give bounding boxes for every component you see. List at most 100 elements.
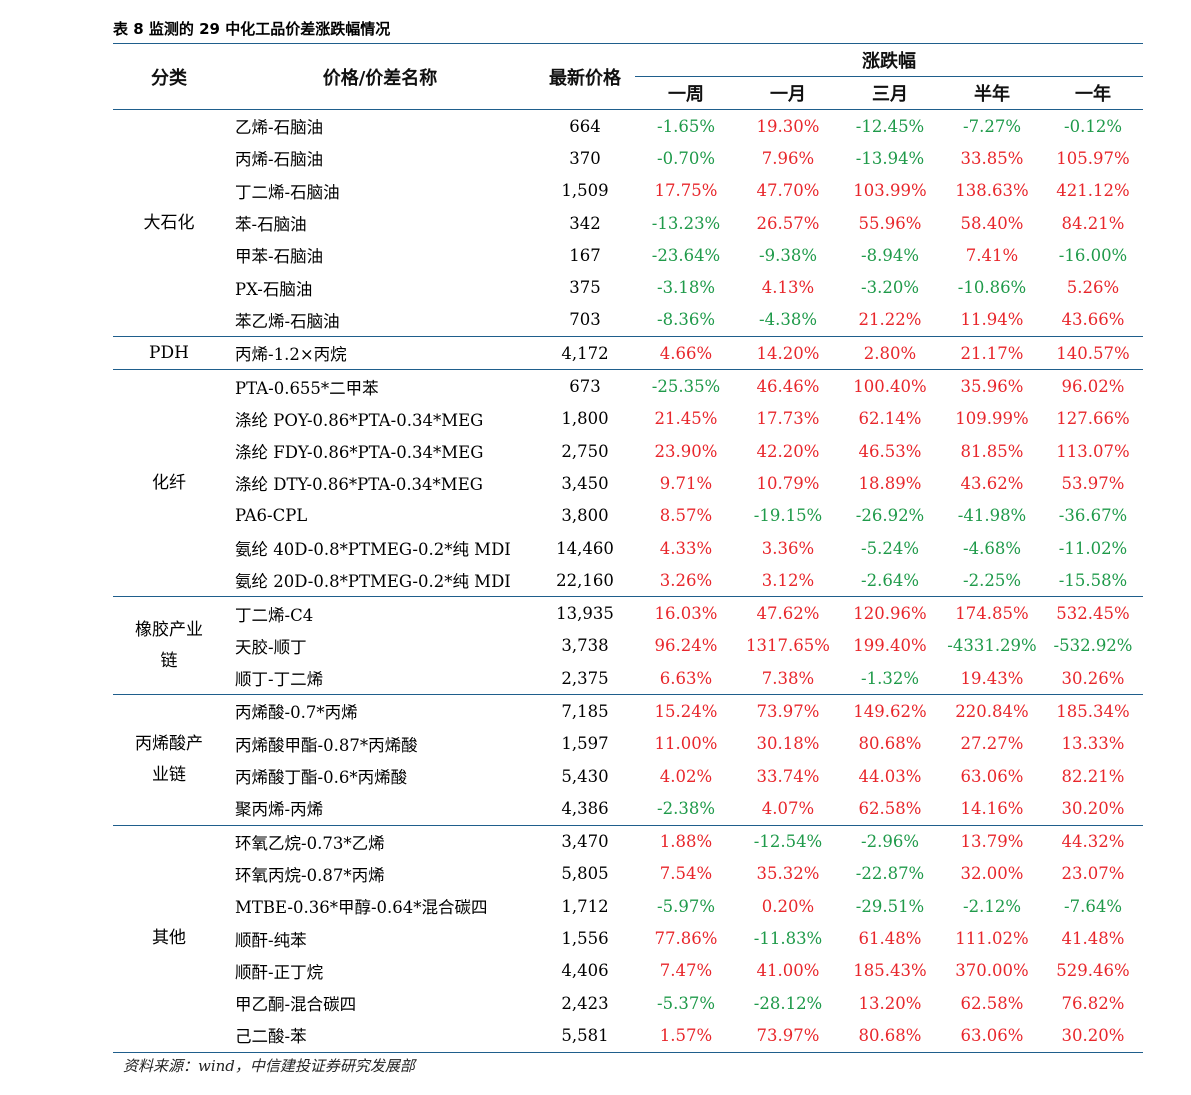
spread-name-cell: 顺酐-正丁烷 [235, 962, 324, 982]
change-cell: 1317.65% [746, 636, 830, 656]
change-cell: 1.57% [635, 1019, 737, 1053]
change-cell: -12.54% [737, 824, 839, 858]
change-cell: -8.36% [657, 310, 715, 330]
spread-name-cell: 丙烯酸-0.7*丙烯 [225, 694, 535, 728]
latest-price-cell: 5,805 [561, 864, 609, 884]
change-cell: -7.64% [1064, 896, 1122, 916]
category-cell: 丙烯酸产 业链 [113, 694, 225, 826]
spread-name-cell: PX-石脑油 [235, 279, 313, 299]
change-cell: -15.58% [1058, 570, 1128, 590]
change-cell: 16.03% [635, 596, 737, 630]
category-column-header: 分类 [113, 43, 225, 110]
change-cell: 19.43% [960, 668, 1024, 688]
spread-name-cell: 涤纶 POY-0.86*PTA-0.34*MEG [235, 410, 484, 430]
category-cell: 其他 [113, 824, 225, 1053]
spread-name-cell: 己二酸-苯 [225, 1019, 535, 1053]
change-cell: 103.99% [853, 181, 927, 201]
change-cell: 33.74% [756, 766, 820, 786]
change-cell: -26.92% [855, 506, 925, 526]
table-row: MTBE-0.36*甲醇-0.64*混合碳四 1,712 -5.97% 0.20% -2… [113, 890, 1143, 922]
change-cell: 43.66% [1061, 310, 1125, 330]
table-row: 氨纶 20D-0.8*PTMEG-0.2*纯 MDI 22,160 3.26% 3.1… [113, 564, 1143, 597]
change-cell: -13.94% [855, 148, 925, 168]
change-cell: 35.96% [941, 369, 1043, 403]
change-cell: 62.58% [858, 798, 922, 818]
change-cell: -2.38% [657, 798, 715, 818]
change-cell: 62.58% [960, 993, 1024, 1013]
spread-name-cell: 丁二烯-C4 [225, 596, 535, 630]
change-cell: 109.99% [955, 409, 1029, 429]
change-cell: 532.45% [1043, 596, 1144, 630]
change-cell: 21.45% [654, 409, 718, 429]
change-cell: 53.97% [1061, 473, 1125, 493]
change-cell: -4.38% [759, 310, 817, 330]
category-cell: PDH [113, 336, 225, 371]
latest-price-cell: 342 [569, 213, 601, 233]
spread-name-cell: 顺酐-纯苯 [235, 930, 307, 950]
change-cell: 81.85% [960, 441, 1024, 461]
change-cell: 138.63% [955, 181, 1029, 201]
change-cell: 46.46% [737, 369, 839, 403]
change-cell: 6.63% [659, 668, 713, 688]
price-column-header: 最新价格 [535, 43, 635, 110]
change-cell: 0.20% [761, 896, 815, 916]
change-cell: 3.12% [761, 570, 815, 590]
change-cell: 17.73% [756, 409, 820, 429]
change-cell: 7.96% [761, 148, 815, 168]
change-cell: -23.64% [651, 245, 721, 265]
latest-price-cell: 7,185 [535, 694, 635, 728]
spread-name-cell: 环氧乙烷-0.73*乙烯 [225, 824, 535, 858]
change-cell: 96.02% [1043, 369, 1144, 403]
latest-price-cell: 3,470 [535, 824, 635, 858]
change-cell: -3.20% [861, 278, 919, 298]
change-cell: -25.35% [635, 369, 737, 403]
change-cell: 149.62% [839, 694, 941, 728]
change-cell: 7.47% [659, 961, 713, 981]
latest-price-cell: 1,556 [561, 929, 609, 949]
change-cell: 84.21% [1061, 213, 1125, 233]
change-cell: 174.85% [941, 596, 1043, 630]
change-cell: 41.48% [1061, 929, 1125, 949]
change-cell: -28.12% [753, 993, 823, 1013]
latest-price-cell: 2,423 [561, 993, 609, 1013]
table-header: 分类 价格/价差名称 最新价格 涨跌幅 一周 一月 三月 半年 一年 [113, 43, 1144, 110]
table-row: 丙烯酸丁酯-0.6*丙烯酸 5,430 4.02% 33.74% 44.03% 63.06… [113, 760, 1143, 792]
change-cell: -532.92% [1053, 636, 1133, 656]
spread-name-cell: 乙烯-石脑油 [235, 118, 324, 138]
table-row: 甲乙酮-混合碳四 2,423 -5.37% -28.12% 13.20% 62.58% 76… [113, 987, 1143, 1019]
change-cell: 44.32% [1043, 824, 1144, 858]
change-cell: 5.26% [1066, 278, 1120, 298]
change-cell: 4.33% [659, 538, 713, 558]
source-note: 资料来源：wind，中信建投证券研究发展部 [123, 1057, 415, 1075]
change-cell: -22.87% [855, 864, 925, 884]
change-cell: -11.83% [753, 929, 823, 949]
period-header-quarter: 三月 [839, 76, 941, 110]
change-cell: 18.89% [858, 473, 922, 493]
change-cell: 199.40% [853, 636, 927, 656]
change-cell: 10.79% [756, 473, 820, 493]
change-cell: 26.57% [756, 213, 820, 233]
change-cell: 30.26% [1061, 668, 1125, 688]
change-cell: 61.48% [858, 929, 922, 949]
change-cell: 58.40% [960, 213, 1024, 233]
change-cell: 21.22% [858, 310, 922, 330]
spread-name-cell: 顺丁-丁二烯 [235, 670, 324, 690]
spread-name-cell: 丙烯酸甲酯-0.87*丙烯酸 [235, 735, 418, 755]
latest-price-cell: 375 [569, 278, 601, 298]
change-cell: -5.97% [657, 896, 715, 916]
change-cell: 47.62% [737, 596, 839, 630]
table-row: 化纤 PTA-0.655*二甲苯 673 -25.35% 46.46% 100.40% 35… [113, 369, 1144, 598]
change-cell: 14.20% [737, 336, 839, 370]
spread-name-cell: 涤纶 DTY-0.86*PTA-0.34*MEG [235, 475, 483, 495]
table-row: 涤纶 FDY-0.86*PTA-0.34*MEG 2,750 23.90% 42.20… [113, 435, 1143, 467]
table-row: 丙烯酸甲酯-0.87*丙烯酸 1,597 11.00% 30.18% 80.68% 27.… [113, 728, 1143, 760]
table-row: 顺酐-正丁烷 4,406 7.47% 41.00% 185.43% 370.00% 529.… [113, 955, 1143, 987]
change-cell: -2.96% [839, 824, 941, 858]
latest-price-cell: 3,450 [561, 473, 609, 493]
change-cell: 4.02% [659, 766, 713, 786]
change-cell: 127.66% [1056, 409, 1130, 429]
change-cell: 370.00% [955, 961, 1029, 981]
spread-change-table: 分类 价格/价差名称 最新价格 涨跌幅 一周 一月 三月 半年 一年 大石化 乙烯… [113, 43, 1144, 1053]
spread-name-cell: PA6-CPL [235, 506, 308, 526]
table-row: 涤纶 DTY-0.86*PTA-0.34*MEG 3,450 9.71% 10.79%… [113, 467, 1143, 499]
